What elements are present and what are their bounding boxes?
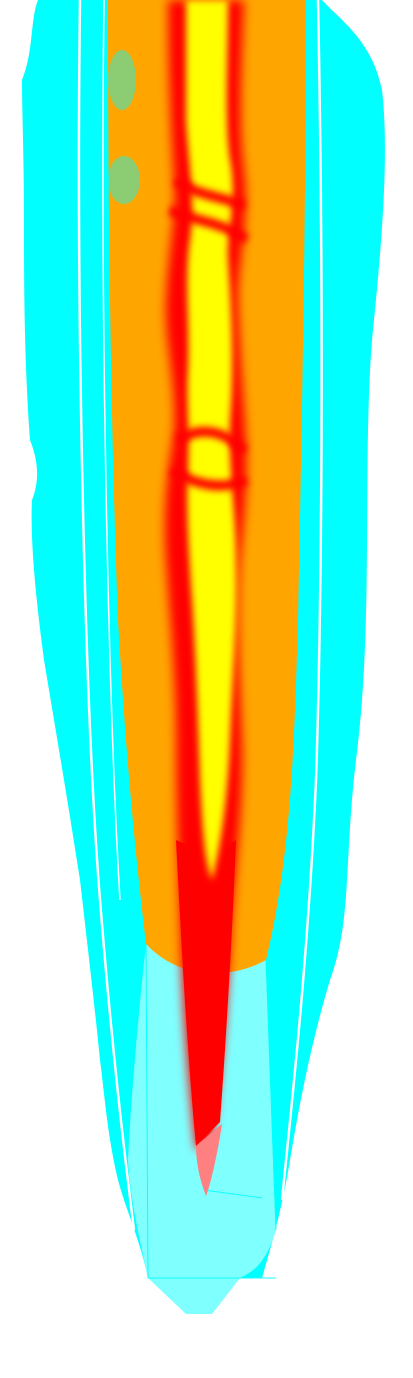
- hot-spindle: [176, 840, 236, 1146]
- braid-bands: [167, 175, 250, 491]
- tip: [196, 1124, 222, 1196]
- wisp: [108, 50, 136, 110]
- cone-edge: [145, 943, 149, 1279]
- cone-edge: [265, 959, 277, 1231]
- boundary-line-right: [280, 0, 323, 1201]
- boundary-line-left: [77, 0, 136, 1231]
- boundary-line-left-inner: [102, 0, 121, 901]
- wisp: [108, 156, 140, 204]
- cone-edge: [203, 1189, 263, 1199]
